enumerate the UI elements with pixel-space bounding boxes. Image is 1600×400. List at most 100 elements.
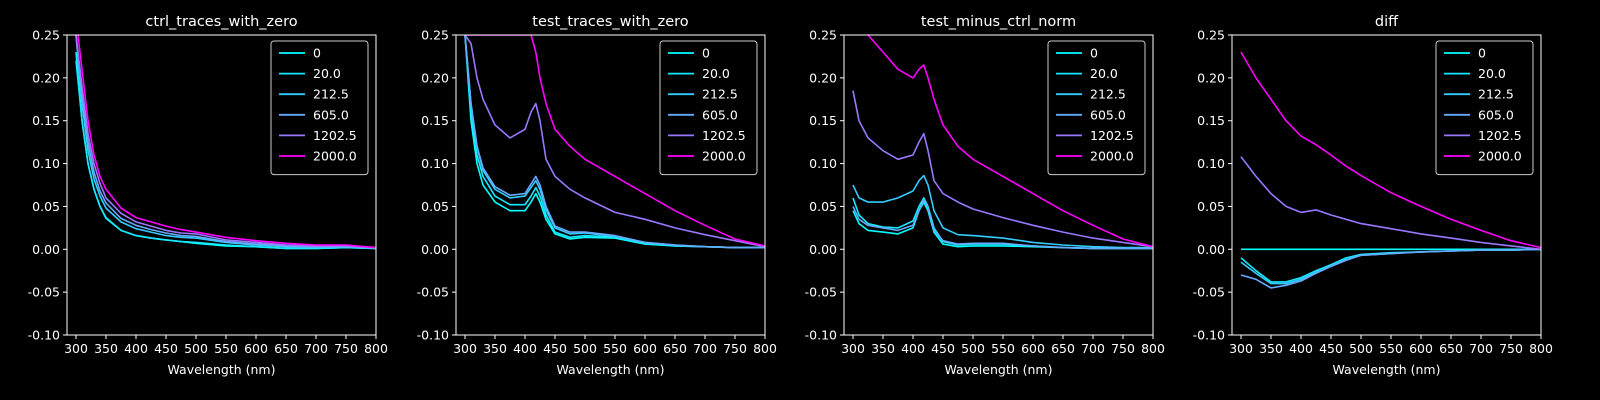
- x-tick-label: 500: [573, 341, 597, 356]
- y-tick-label: -0.05: [805, 285, 837, 300]
- legend-label: 1202.5: [702, 128, 746, 143]
- x-tick-label: 350: [94, 341, 118, 356]
- legend-label: 1202.5: [313, 128, 357, 143]
- x-tick-label: 500: [184, 341, 208, 356]
- series-line-0: [852, 201, 1153, 250]
- x-axis-label: Wavelength (nm): [945, 362, 1053, 377]
- x-tick-label: 700: [693, 341, 717, 356]
- panel-1: ctrl_traces_with_zero -0.10 -0.05 0.00 0.05 0…: [28, 14, 388, 377]
- legend-label: 20.0: [1090, 66, 1118, 81]
- panel-4: diff -0.10 -0.05 0.00 0.05 0.10 0.15 0.20 0.25 30…: [1193, 14, 1553, 377]
- panel-title: test_minus_ctrl_norm: [921, 14, 1076, 30]
- legend-label: 212.5: [702, 87, 738, 102]
- x-tick-label: 600: [244, 341, 268, 356]
- x-tick-label: 650: [663, 341, 687, 356]
- series-group: [75, 35, 376, 250]
- x-tick-label: 550: [214, 341, 238, 356]
- panel-3: test_minus_ctrl_norm -0.10 -0.05 0.00 0.05 0.…: [805, 14, 1165, 377]
- x-tick-label: 800: [1529, 341, 1553, 356]
- x-tick-label: 450: [154, 341, 178, 356]
- legend-label: 2000.0: [1478, 149, 1522, 164]
- series-line-20.0: [464, 35, 765, 249]
- legend-label: 0: [702, 46, 710, 61]
- series-line-605.0: [852, 198, 1153, 250]
- y-tick-label: 0.10: [809, 156, 837, 171]
- legend-label: 0: [1478, 46, 1486, 61]
- y-tick-label: 0.25: [32, 28, 60, 43]
- panel-title: diff: [1375, 14, 1399, 30]
- y-tick-label: 0.00: [32, 242, 60, 257]
- series-line-2000.0: [77, 35, 376, 249]
- y-tick-label: 0.00: [421, 242, 449, 257]
- legend: 0 20.0 212.5 605.0 1202.5 2000.0: [659, 40, 758, 176]
- x-tick-label: 300: [64, 341, 88, 356]
- series-line-1202.5: [852, 90, 1153, 248]
- x-tick-label: 500: [961, 341, 985, 356]
- x-tick-label: 450: [931, 341, 955, 356]
- legend-label: 212.5: [313, 87, 349, 102]
- y-tick-label: -0.10: [805, 328, 837, 343]
- x-tick-label: 750: [1499, 341, 1523, 356]
- y-tick-label: 0.05: [1197, 199, 1225, 214]
- x-tick-label: 450: [543, 341, 567, 356]
- series-line-2000.0: [866, 35, 1153, 248]
- y-tick-label: 0.15: [809, 113, 837, 128]
- panel-title: test_traces_with_zero: [532, 14, 689, 30]
- y-tick-label: -0.10: [1193, 328, 1225, 343]
- x-tick-label: 700: [1469, 341, 1493, 356]
- x-tick-label: 550: [991, 341, 1015, 356]
- y-tick-label: -0.10: [417, 328, 449, 343]
- axes-frame: [1231, 34, 1542, 336]
- axes-frame: [455, 34, 766, 336]
- legend-label: 0: [313, 46, 321, 61]
- y-tick-label: 0.20: [809, 70, 837, 85]
- y-tick-label: 0.20: [1197, 70, 1225, 85]
- y-tick-label: -0.05: [28, 285, 60, 300]
- x-tick-label: 550: [1379, 341, 1403, 356]
- x-tick-label: 800: [753, 341, 777, 356]
- legend-label: 20.0: [702, 66, 730, 81]
- x-tick-label: 650: [1439, 341, 1463, 356]
- x-axis-label: Wavelength (nm): [557, 362, 665, 377]
- y-tick-label: 0.20: [421, 70, 449, 85]
- y-tick-label: 0.10: [32, 156, 60, 171]
- x-tick-label: 750: [723, 341, 747, 356]
- y-tick-label: 0.10: [1197, 156, 1225, 171]
- legend-label: 0: [1090, 46, 1098, 61]
- x-tick-label: 350: [1259, 341, 1283, 356]
- axes-frame: [66, 34, 377, 336]
- y-tick-label: 0.25: [421, 28, 449, 43]
- x-tick-label: 600: [1409, 341, 1433, 356]
- x-tick-label: 650: [1051, 341, 1075, 356]
- x-tick-label: 350: [483, 341, 507, 356]
- series-line-20.0: [75, 60, 376, 250]
- x-tick-label: 400: [901, 341, 925, 356]
- legend-label: 20.0: [1478, 66, 1506, 81]
- x-tick-label: 400: [1289, 341, 1313, 356]
- x-tick-label: 800: [1141, 341, 1165, 356]
- x-tick-label: 300: [841, 341, 865, 356]
- x-tick-label: 800: [364, 341, 388, 356]
- legend: 0 20.0 212.5 605.0 1202.5 2000.0: [1047, 40, 1146, 176]
- legend-label: 212.5: [1090, 87, 1126, 102]
- legend-label: 605.0: [1478, 107, 1514, 122]
- y-tick-label: 0.15: [32, 113, 60, 128]
- series-line-2000.0: [465, 35, 765, 247]
- series-group: [1240, 51, 1541, 289]
- legend-label: 605.0: [1090, 107, 1126, 122]
- series-line-2000.0: [1240, 51, 1541, 249]
- y-tick-label: 0.00: [809, 242, 837, 257]
- x-tick-label: 750: [1111, 341, 1135, 356]
- series-line-1202.5: [1240, 156, 1541, 251]
- series-line-605.0: [75, 35, 376, 249]
- y-tick-label: 0.00: [1197, 242, 1225, 257]
- x-axis-label: Wavelength (nm): [1333, 362, 1441, 377]
- x-tick-label: 400: [124, 341, 148, 356]
- x-tick-label: 750: [334, 341, 358, 356]
- y-tick-label: -0.10: [28, 328, 60, 343]
- series-group: [464, 35, 765, 249]
- x-tick-label: 500: [1349, 341, 1373, 356]
- series-line-605.0: [1240, 248, 1541, 289]
- legend-label: 2000.0: [702, 149, 746, 164]
- x-tick-label: 450: [1319, 341, 1343, 356]
